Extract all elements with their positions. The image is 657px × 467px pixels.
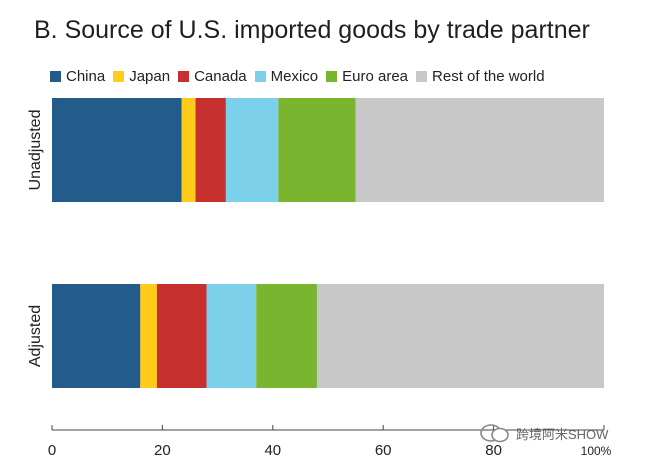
legend-label: Canada bbox=[194, 67, 247, 85]
bar-segment-unadjusted-china bbox=[52, 98, 182, 202]
wechat-icon bbox=[478, 423, 512, 443]
category-label-adjusted: Adjusted bbox=[27, 305, 44, 367]
legend-item-japan: Japan bbox=[113, 68, 170, 85]
x-tick-label: 40 bbox=[264, 442, 281, 459]
bar-segment-unadjusted-rest-of-the-world bbox=[355, 98, 604, 202]
category-label-unadjusted: Unadjusted bbox=[27, 110, 44, 191]
legend-swatch bbox=[254, 70, 266, 82]
bar-segment-adjusted-mexico bbox=[206, 284, 257, 388]
legend-label: Mexico bbox=[270, 67, 319, 85]
bar-segment-adjusted-euro-area bbox=[256, 284, 317, 388]
x-tick-label: 20 bbox=[154, 442, 171, 459]
bar-segment-unadjusted-mexico bbox=[225, 98, 279, 202]
x-tick-label: 60 bbox=[375, 442, 392, 459]
chart-legend: China Japan Canada Mexico Euro area Rest of t… bbox=[50, 66, 553, 86]
chart-title: B. Source of U.S. imported goods by trad… bbox=[34, 16, 590, 44]
legend-label: China bbox=[66, 67, 106, 85]
bar-segment-adjusted-japan bbox=[140, 284, 157, 388]
legend-label: Japan bbox=[129, 67, 171, 85]
bar-segment-unadjusted-canada bbox=[195, 98, 226, 202]
watermark-text: 跨境阿米SHOW bbox=[516, 426, 609, 442]
x-tick-label: 80 bbox=[485, 442, 502, 459]
bar-segment-adjusted-china bbox=[52, 284, 141, 388]
legend-item-china: China bbox=[50, 68, 105, 85]
bar-segment-adjusted-canada bbox=[156, 284, 207, 388]
legend-label: Euro area bbox=[342, 67, 409, 85]
x-tick-label: 0 bbox=[48, 442, 56, 459]
legend-item-rest-of-the-world: Rest of the world bbox=[416, 68, 545, 85]
legend-item-euro-area: Euro area bbox=[326, 68, 408, 85]
watermark: 跨境阿米SHOW bbox=[478, 423, 608, 443]
legend-swatch bbox=[326, 70, 338, 82]
bar-segment-unadjusted-japan bbox=[181, 98, 196, 202]
x-tick-label: 100% bbox=[581, 444, 612, 458]
bar-segment-unadjusted-euro-area bbox=[278, 98, 356, 202]
legend-swatch bbox=[50, 70, 61, 82]
legend-swatch bbox=[113, 70, 125, 82]
legend-label: Rest of the world bbox=[432, 67, 545, 85]
legend-swatch bbox=[416, 70, 428, 82]
legend-item-mexico: Mexico bbox=[254, 67, 319, 85]
legend-item-canada: Canada bbox=[178, 68, 247, 85]
bar-segment-adjusted-rest-of-the-world bbox=[316, 284, 604, 388]
legend-swatch bbox=[178, 70, 190, 82]
